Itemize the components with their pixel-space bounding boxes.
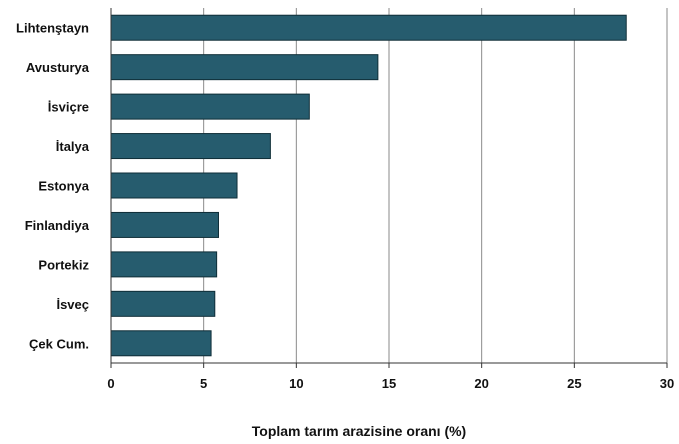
bar xyxy=(110,330,212,357)
category-labels: Lihtenştayn Avusturya İsviçre İtalya Estonya… xyxy=(16,21,90,352)
x-tick-label: 10 xyxy=(289,376,303,391)
category-label: Estonya xyxy=(38,179,89,194)
x-tick-label: 30 xyxy=(660,376,674,391)
bar xyxy=(110,14,627,41)
category-label: Finlandiya xyxy=(25,218,90,233)
bar xyxy=(110,93,310,120)
x-tick-label: 15 xyxy=(382,376,396,391)
category-label: İtalya xyxy=(56,139,90,154)
category-label: Lihtenştayn xyxy=(16,21,89,36)
x-tick-label: 0 xyxy=(107,376,114,391)
category-label: Portekiz xyxy=(38,257,89,272)
x-tick-labels: 0 5 10 15 20 25 30 xyxy=(107,376,674,391)
x-tick-label: 25 xyxy=(567,376,581,391)
x-axis-title: Toplam tarım arazisine oranı (%) xyxy=(252,423,466,439)
bar xyxy=(110,251,218,278)
axes xyxy=(110,8,668,368)
bar xyxy=(110,211,219,238)
bar xyxy=(110,290,216,317)
category-label: Çek Cum. xyxy=(29,336,89,351)
category-label: İsveç xyxy=(56,297,89,312)
x-tick-label: 5 xyxy=(200,376,207,391)
category-label: Avusturya xyxy=(26,60,90,75)
bar xyxy=(110,172,238,199)
bars xyxy=(110,14,627,357)
bar xyxy=(110,54,379,81)
bar xyxy=(110,133,271,160)
category-label: İsviçre xyxy=(48,100,89,115)
x-tick-label: 20 xyxy=(474,376,488,391)
